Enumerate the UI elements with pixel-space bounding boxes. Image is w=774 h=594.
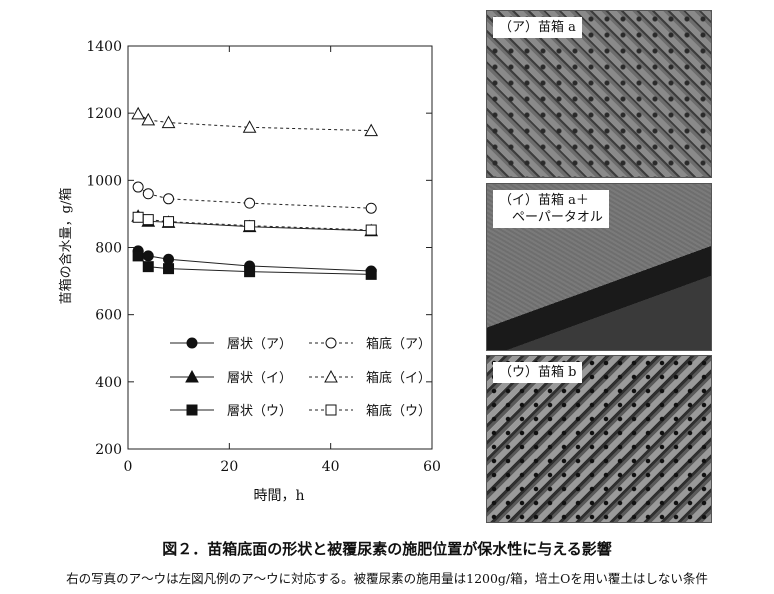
- series-3: [132, 250, 377, 280]
- chart-axes: 200 400 600 800 1000 1200 1400 0 20 40 60: [86, 39, 441, 475]
- legend-marker: [325, 337, 337, 349]
- figure-caption-title: 図２．苗箱底面の形状と被覆尿素の施肥位置が保水性に与える影響: [162, 540, 612, 558]
- legend-marker: [324, 369, 338, 383]
- data-point: [142, 250, 154, 262]
- y-axis-label: 苗箱の含水量，g/箱: [58, 188, 74, 305]
- data-point: [244, 266, 256, 278]
- data-point: [132, 181, 144, 193]
- series-4: [132, 181, 377, 214]
- legend-label: 層状（イ）: [227, 371, 292, 386]
- x-axis-label: 時間，h: [253, 488, 304, 504]
- photo-a-label: （ア）苗箱 a: [493, 17, 582, 38]
- legend-marker: [185, 369, 199, 383]
- y-tick-label: 400: [95, 375, 122, 391]
- plot-frame: [127, 45, 433, 450]
- data-point: [163, 193, 175, 205]
- photo-b-label: （イ）苗箱 a＋ ペーパータオル: [493, 190, 609, 228]
- y-tick-label: 200: [95, 442, 122, 458]
- data-point: [132, 211, 144, 223]
- x-tick-label: 0: [124, 459, 133, 475]
- chart-series: [131, 106, 379, 280]
- data-point: [365, 202, 377, 214]
- data-point: [142, 188, 154, 200]
- series-line: [137, 113, 372, 132]
- legend-label: 箱底（ウ）: [366, 403, 431, 419]
- legend-marker: [186, 337, 198, 349]
- figure-caption-note: 右の写真のア〜ウは左図凡例のア〜ウに対応する。被覆尿素の施用量は1200g/箱，…: [66, 571, 708, 586]
- y-tick-label: 1200: [86, 106, 122, 122]
- y-tick-label: 800: [95, 241, 122, 257]
- data-point: [244, 197, 256, 209]
- data-point: [364, 123, 379, 137]
- photo-tray-a-paper-towel: （イ）苗箱 a＋ ペーパータオル: [486, 183, 712, 351]
- data-point: [163, 253, 175, 265]
- data-point: [365, 224, 377, 236]
- legend-label: 箱底（イ）: [366, 370, 431, 386]
- x-tick-label: 20: [220, 459, 238, 475]
- data-point: [365, 268, 377, 280]
- y-tick-label: 1000: [86, 173, 122, 189]
- data-point: [132, 250, 144, 262]
- data-point: [242, 120, 257, 133]
- y-tick-label: 1400: [86, 39, 122, 55]
- y-tick-label: 600: [95, 308, 122, 324]
- data-point: [244, 220, 256, 232]
- series-6: [132, 211, 377, 236]
- data-point: [142, 261, 154, 273]
- photo-tray-a: （ア）苗箱 a: [486, 10, 712, 178]
- data-point: [161, 115, 176, 129]
- legend-label: 層状（ア）: [227, 337, 292, 352]
- legend-marker: [325, 404, 337, 416]
- series-5: [131, 106, 379, 137]
- x-tick-label: 60: [423, 459, 441, 475]
- data-point: [163, 263, 175, 275]
- photo-tray-b: （ウ）苗箱 b: [486, 355, 712, 523]
- data-point: [141, 112, 156, 126]
- chart-legend: 層状（ア） 層状（イ） 層状（ウ） 箱底（ア） 箱底（イ） 箱底（ウ）: [170, 336, 431, 419]
- photo-c-label: （ウ）苗箱 b: [493, 362, 583, 383]
- data-point: [142, 214, 154, 226]
- data-point: [163, 216, 175, 228]
- data-point: [131, 106, 145, 120]
- legend-label: 層状（ウ）: [227, 404, 292, 419]
- x-tick-label: 40: [322, 459, 340, 475]
- legend-marker: [186, 404, 198, 416]
- legend-label: 箱底（ア）: [366, 336, 431, 352]
